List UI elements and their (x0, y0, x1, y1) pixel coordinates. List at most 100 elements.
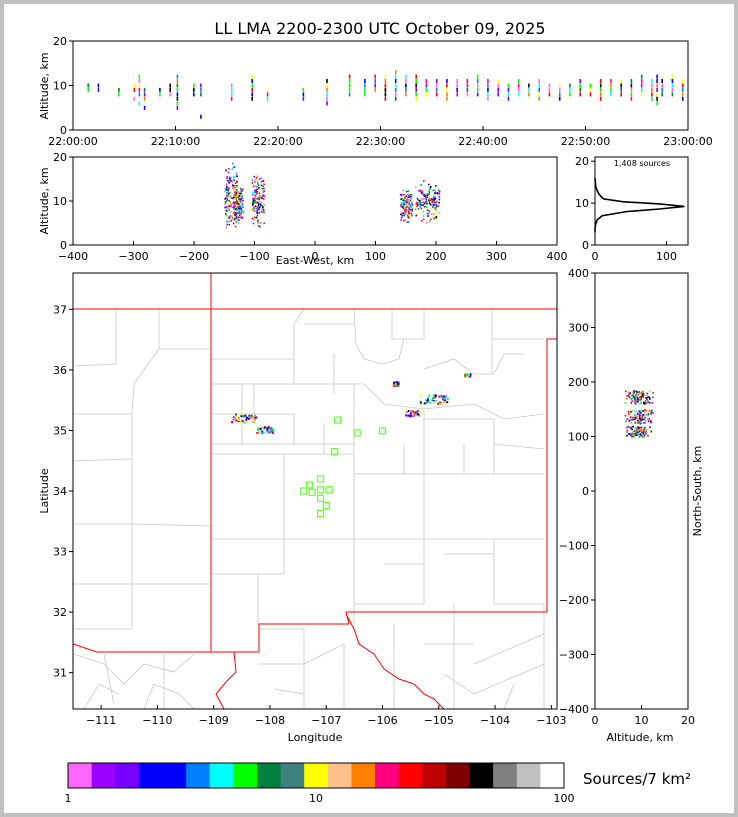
altitude-ns-source (632, 395, 635, 398)
ew-altitude-source (241, 209, 244, 212)
map-source (416, 410, 419, 412)
time-altitude-axes (72, 40, 689, 131)
altitude-ns-y-tick-label: −300 (559, 649, 589, 662)
altitude-ns-source (643, 422, 645, 424)
altitude-ns-source (635, 394, 637, 397)
time-altitude-y-tick-label: 20 (53, 35, 67, 48)
time-altitude-source (384, 83, 387, 88)
map-source (241, 420, 244, 422)
ew-altitude-source (400, 202, 403, 204)
ew-altitude-source (262, 198, 265, 200)
ew-altitude-source (257, 183, 259, 185)
ew-altitude-source (236, 175, 238, 177)
ew-altitude-source (263, 195, 266, 197)
ew-altitude-source (224, 206, 226, 209)
ew-altitude-source (403, 201, 406, 204)
altitude-ns-source (633, 427, 636, 430)
ew-altitude-source (234, 197, 236, 200)
altitude-ns-source (645, 402, 647, 404)
altitude-ns-source (641, 392, 644, 395)
ew-altitude-source (253, 216, 256, 219)
altitude-ns-source (646, 394, 648, 397)
map-source (232, 416, 235, 419)
map-source (426, 401, 428, 404)
time-altitude-source (656, 87, 658, 92)
time-altitude-source (476, 92, 479, 97)
ew-altitude-y-tick-label: 20 (53, 151, 67, 164)
map-source (417, 413, 420, 416)
ew-altitude-source (419, 203, 422, 206)
ew-altitude-source (234, 182, 237, 184)
ew-altitude-source (406, 209, 409, 211)
ew-altitude-source (421, 204, 423, 206)
ew-altitude-source (410, 195, 412, 198)
altitude-ns-source (627, 432, 630, 435)
altitude-ns-source (637, 419, 639, 422)
ew-altitude-source (428, 183, 430, 186)
colorbar-cell (256, 763, 281, 788)
ew-altitude-source (408, 200, 411, 202)
time-altitude-source (589, 92, 592, 97)
colorbar-cell (186, 763, 211, 788)
ew-altitude-source (257, 197, 260, 200)
county-borders (73, 308, 545, 709)
altitude-ns-source (635, 396, 637, 399)
ew-altitude-source (236, 220, 238, 223)
time-altitude-source (394, 79, 397, 83)
ew-altitude-source (230, 176, 233, 179)
altitude-ns-source (636, 413, 639, 415)
time-altitude-source (302, 96, 305, 101)
time-altitude-source (476, 87, 479, 92)
time-altitude-source (176, 79, 179, 83)
ew-altitude-source (262, 206, 264, 209)
altitude-histogram-axes (594, 156, 689, 246)
map-source (432, 400, 435, 403)
ew-altitude-source (399, 193, 402, 196)
map-xlabel: Longitude (288, 731, 343, 744)
ew-altitude-source (407, 221, 410, 223)
altitude-ns-source (633, 434, 636, 437)
ew-altitude-source (432, 196, 435, 199)
altitude-ns-x-tick-label: 10 (635, 714, 649, 727)
ew-altitude-source (263, 204, 265, 206)
time-altitude-source (415, 87, 417, 92)
ew-altitude-source (233, 218, 235, 221)
ew-altitude-source (228, 220, 230, 223)
ew-altitude-ticks: −400 −300 −200 −100 0 100 200 300 400 0 10 20 (53, 151, 568, 263)
time-altitude-source (435, 92, 438, 97)
map-source (419, 394, 422, 397)
time-altitude-source (176, 87, 179, 92)
ew-altitude-source (429, 187, 432, 189)
time-altitude-ticks: 22:00:00 22:10:00 22:20:00 22:30:00 22:40:00… (48, 35, 712, 148)
ew-altitude-source (434, 192, 436, 194)
time-altitude-source (579, 92, 581, 97)
map-x-tick-label: −104 (480, 714, 510, 727)
ew-altitude-source (241, 194, 243, 196)
ew-altitude-source (229, 215, 232, 217)
time-altitude-source (487, 87, 489, 92)
time-altitude-source (599, 92, 602, 97)
ew-altitude-source (254, 185, 257, 187)
altitude-ns-y-tick-label: 400 (568, 267, 589, 280)
ew-altitude-source (232, 184, 234, 186)
ew-altitude-source (254, 205, 257, 208)
time-altitude-source (630, 83, 633, 88)
ew-altitude-source (235, 202, 237, 204)
time-altitude-source (374, 87, 376, 92)
ew-altitude-source (252, 200, 255, 202)
time-altitude-source (97, 83, 100, 88)
ew-altitude-source (400, 212, 402, 214)
map-source (427, 397, 429, 400)
ew-altitude-source (435, 216, 438, 219)
altitude-ns-source (631, 434, 633, 437)
time-altitude-source (630, 92, 633, 97)
altitude-ns-source (645, 430, 647, 432)
ew-altitude-source (410, 210, 412, 212)
ew-altitude-source (230, 196, 232, 199)
ew-altitude-source (228, 217, 231, 219)
ew-altitude-source (262, 195, 264, 198)
altitude-ns-source (639, 414, 641, 417)
time-altitude-source (176, 83, 179, 88)
colorbar-cells (68, 763, 565, 788)
altitude-ns-source (643, 417, 646, 420)
